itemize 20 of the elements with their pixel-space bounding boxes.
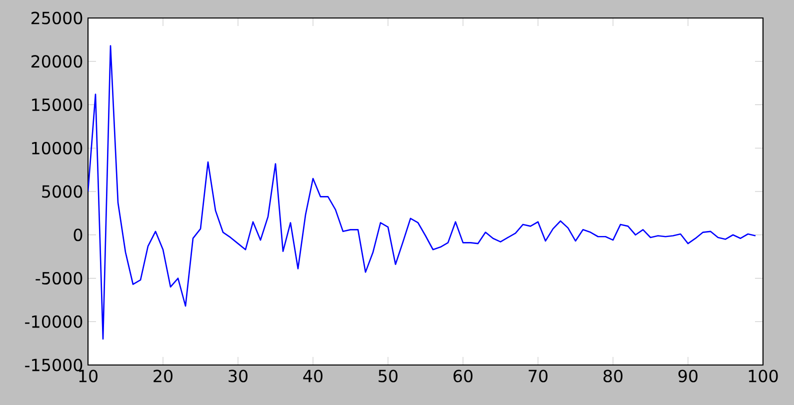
y-tick-label: 5000 bbox=[42, 185, 82, 198]
line-series bbox=[88, 45, 756, 340]
y-tick-label: 25000 bbox=[31, 12, 82, 24]
y-tick-label: 10000 bbox=[32, 142, 82, 154]
x-tick-label: 50 bbox=[378, 370, 398, 382]
x-tick-label: 10 bbox=[79, 370, 98, 382]
x-tick-label: 40 bbox=[303, 370, 322, 382]
y-tick-label: -10000 bbox=[25, 315, 82, 328]
y-tick-label: -5000 bbox=[36, 272, 82, 285]
x-tick-label: 20 bbox=[154, 370, 172, 382]
x-tick-label: 100 bbox=[748, 370, 778, 382]
y-tick-label: 0 bbox=[74, 228, 82, 242]
y-tick-label: 20000 bbox=[31, 55, 82, 68]
x-tick-label: 80 bbox=[604, 370, 622, 382]
x-tick-label: 30 bbox=[228, 370, 248, 382]
x-tick-label: 90 bbox=[678, 370, 698, 382]
y-tick-label: 15000 bbox=[32, 98, 82, 112]
x-tick-label: 60 bbox=[454, 370, 472, 382]
x-tick-label: 70 bbox=[528, 370, 548, 382]
y-tick-label: -15000 bbox=[25, 358, 82, 372]
